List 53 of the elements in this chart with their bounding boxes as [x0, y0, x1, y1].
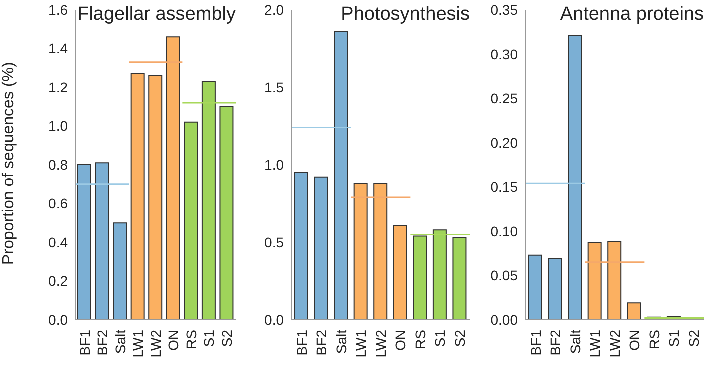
x-tick-label: LW1: [353, 330, 370, 358]
x-tick-label: Salt: [567, 330, 584, 354]
y-tick-label: 0.20: [490, 134, 518, 151]
y-tick-label: 1.5: [264, 79, 284, 96]
x-tick-label: LW2: [372, 330, 389, 358]
x-tick-label: LW1: [587, 330, 604, 358]
x-tick-label: BF2: [548, 330, 564, 356]
x-tick-label: S1: [201, 330, 218, 348]
x-tick-label: LW2: [606, 330, 623, 358]
x-tick-label: BF1: [294, 330, 310, 356]
x-tick-label: Salt: [112, 330, 128, 354]
y-tick-label: 1.4: [48, 40, 68, 57]
x-tick-label: Salt: [333, 330, 350, 354]
x-tick-label: LW1: [130, 330, 146, 358]
chart-title: Antenna proteins: [560, 4, 704, 26]
y-tick-label: 0.30: [490, 46, 518, 62]
y-tick-label: 0.10: [490, 223, 518, 240]
y-tick-label: 0.5: [264, 234, 284, 250]
y-tick-label: 0.35: [490, 2, 518, 18]
x-tick-label: BF1: [76, 330, 93, 356]
x-tick-label: BF2: [314, 330, 330, 356]
x-tick-label: ON: [626, 330, 643, 351]
y-tick-label: 0.2: [48, 273, 68, 290]
y-tick-label: 0.4: [48, 234, 68, 250]
y-tick-label: 1.2: [48, 79, 68, 96]
x-tick-label: RS: [183, 330, 200, 350]
y-tick-label: 1.0: [48, 118, 68, 134]
x-tick-label: ON: [392, 330, 409, 351]
chart-title: Flagellar assembly: [78, 4, 236, 26]
x-tick-label: LW2: [148, 330, 164, 358]
x-tick-label: BF1: [528, 330, 544, 356]
x-tick-label: RS: [646, 330, 662, 350]
y-tick-label: 0.05: [490, 268, 518, 284]
x-tick-label: S1: [432, 330, 448, 348]
y-tick-label: 0.25: [490, 90, 518, 107]
x-tick-label: S2: [219, 330, 236, 348]
y-tick-label: 1.6: [48, 2, 68, 18]
chart-title: Photosynthesis: [341, 4, 470, 26]
x-tick-label: S1: [666, 330, 682, 348]
y-tick-label: 0.0: [264, 312, 284, 328]
x-tick-label: S2: [686, 330, 702, 348]
y-tick-label: 0.00: [490, 312, 518, 328]
y-tick-label: 0.0: [48, 312, 68, 328]
y-tick-label: 1.0: [264, 156, 284, 173]
y-axis-title: Proportion of sequences (%): [0, 62, 18, 265]
y-tick-label: 2.0: [264, 2, 284, 18]
x-tick-label: S2: [452, 330, 468, 348]
y-tick-label: 0.8: [48, 156, 68, 173]
x-tick-label: BF2: [94, 330, 111, 356]
x-tick-label: ON: [166, 330, 182, 351]
x-tick-label: RS: [412, 330, 428, 350]
y-tick-label: 0.6: [48, 196, 68, 212]
y-tick-label: 0.15: [490, 179, 518, 196]
